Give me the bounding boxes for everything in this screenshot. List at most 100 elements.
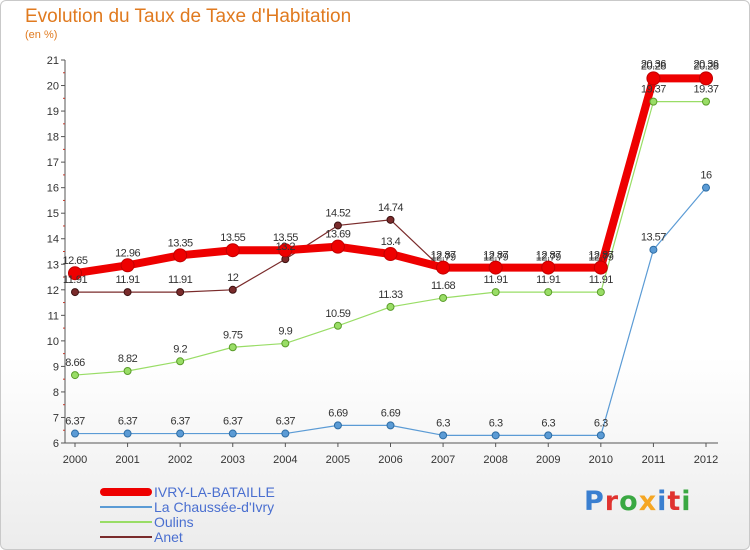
- data-point: [123, 366, 132, 375]
- logo-letter: i: [681, 486, 692, 517]
- data-label: 9.75: [223, 329, 243, 341]
- data-label: 12.87: [431, 250, 456, 262]
- data-label: 9.9: [278, 325, 292, 337]
- data-point: [436, 260, 451, 275]
- data-label: 6.3: [594, 417, 608, 429]
- data-point: [281, 339, 290, 348]
- data-label: 6.37: [170, 416, 190, 428]
- data-point: [176, 357, 185, 366]
- data-point: [71, 429, 79, 438]
- data-point: [491, 288, 500, 297]
- y-tick-label: 7: [53, 412, 59, 424]
- data-point: [228, 343, 237, 352]
- logo-letter: o: [619, 486, 639, 517]
- data-label: 9.2: [173, 343, 187, 355]
- data-label: 11.33: [378, 289, 403, 301]
- y-tick-label: 21: [47, 55, 59, 67]
- legend-label: Anet: [154, 529, 183, 545]
- data-point: [491, 431, 500, 440]
- data-point: [649, 97, 658, 106]
- data-point: [71, 371, 79, 380]
- data-label: 12.79: [431, 252, 456, 264]
- data-label: 6.37: [276, 416, 296, 428]
- data-label: 6.69: [328, 407, 348, 419]
- data-point: [702, 183, 710, 192]
- legend-label: Oulins: [154, 514, 194, 530]
- data-label: 12.87: [588, 250, 613, 262]
- data-point: [330, 239, 345, 254]
- y-tick-label: 12: [47, 285, 59, 297]
- data-point: [120, 258, 135, 273]
- proxiti-logo: Proxiti: [584, 486, 692, 517]
- data-label: 12.79: [588, 252, 613, 264]
- data-point: [386, 302, 395, 311]
- data-label: 12.65: [62, 255, 87, 267]
- data-point: [544, 288, 553, 297]
- data-label: 16: [700, 170, 712, 182]
- chart-subtitle: (en %): [25, 29, 58, 41]
- data-point: [386, 421, 395, 430]
- data-point: [68, 266, 82, 281]
- data-label: 19.37: [641, 84, 666, 96]
- y-tick-label: 20: [47, 81, 59, 93]
- y-tick-label: 19: [47, 106, 59, 118]
- data-label: 12.96: [115, 247, 140, 259]
- data-point: [228, 285, 237, 294]
- data-point: [333, 421, 342, 430]
- data-label: 6.3: [541, 417, 555, 429]
- data-point: [593, 260, 608, 275]
- data-label: 12.79: [483, 252, 508, 264]
- y-tick-label: 17: [47, 157, 59, 169]
- x-tick-label: 2006: [378, 454, 402, 466]
- y-tick-label: 14: [47, 234, 59, 246]
- axes: 6 7 8 9 10 11 12 13 14 15 16 17 18 19 20 21 2000 2001 2002…: [47, 55, 718, 466]
- series-points: [68, 71, 713, 440]
- x-tick-label: 2005: [326, 454, 350, 466]
- data-label: 11.91: [536, 274, 561, 286]
- x-tick-label: 2000: [63, 454, 87, 466]
- data-label: 14.52: [325, 207, 350, 219]
- data-label: 8.66: [65, 357, 85, 369]
- data-point: [702, 97, 710, 106]
- data-label: 13.57: [641, 232, 666, 244]
- legend-swatch: [100, 536, 152, 538]
- legend-label: IVRY-LA-BATAILLE: [154, 484, 275, 500]
- data-point: [383, 247, 398, 262]
- y-tick-label: 9: [53, 361, 59, 373]
- x-tick-label: 2009: [536, 454, 560, 466]
- legend-label: La Chaussée-d'Ivry: [154, 499, 275, 515]
- x-tick-label: 2010: [589, 454, 613, 466]
- logo-letter: t: [667, 486, 682, 517]
- legend-swatch: [100, 521, 152, 523]
- x-tick-label: 2002: [168, 454, 192, 466]
- data-point: [333, 221, 342, 230]
- legend-swatch: [100, 506, 152, 508]
- logo-letter: P: [584, 486, 605, 517]
- legend-swatch: [100, 488, 152, 496]
- y-tick-label: 6: [53, 438, 59, 450]
- data-point: [386, 215, 395, 224]
- x-tick-label: 2007: [431, 454, 455, 466]
- y-tick-label: 8: [53, 387, 59, 399]
- data-point: [123, 429, 132, 438]
- x-tick-label: 2011: [642, 454, 666, 466]
- y-tick-label: 18: [47, 132, 59, 144]
- data-label: 13.2: [276, 241, 296, 253]
- data-label: 20.28: [693, 60, 718, 72]
- data-label: 12.87: [483, 250, 508, 262]
- data-label: 12.87: [536, 250, 561, 262]
- y-tick-label: 11: [48, 310, 59, 322]
- data-point: [649, 245, 658, 254]
- data-label: 10.59: [325, 308, 350, 320]
- data-label: 6.3: [489, 417, 503, 429]
- data-point: [699, 71, 713, 86]
- data-point: [173, 248, 188, 263]
- data-label: 12.79: [536, 252, 561, 264]
- data-label: 20.36: [693, 58, 718, 70]
- data-point: [541, 260, 556, 275]
- data-label: 13.69: [325, 229, 350, 241]
- data-label: 20.36: [641, 58, 666, 70]
